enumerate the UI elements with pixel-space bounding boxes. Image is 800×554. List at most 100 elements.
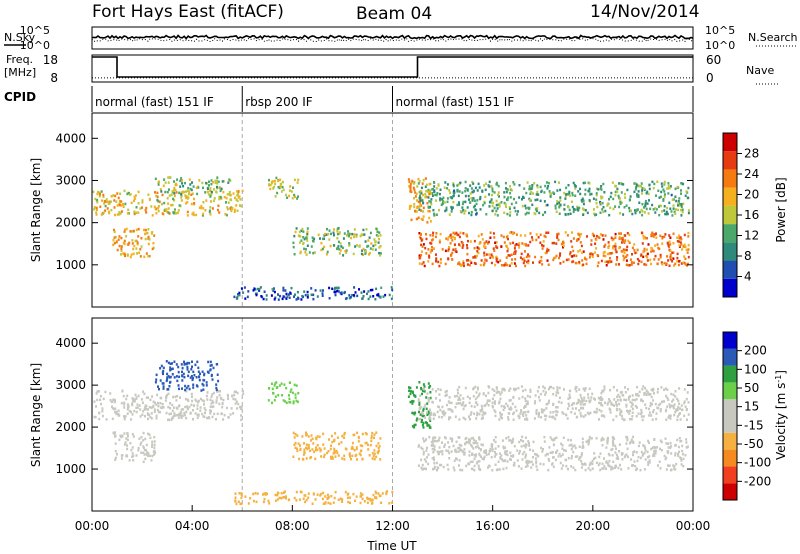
data-cell — [235, 297, 238, 300]
data-cell — [651, 410, 654, 414]
data-cell — [420, 411, 423, 414]
data-cell — [577, 399, 580, 402]
data-cell — [560, 467, 563, 470]
data-cell — [294, 446, 297, 450]
data-cell — [608, 252, 611, 255]
data-cell — [123, 415, 126, 419]
data-cell — [117, 196, 120, 200]
data-cell — [279, 178, 282, 181]
data-cell — [373, 433, 376, 436]
data-cell — [620, 468, 623, 471]
data-cell — [542, 448, 544, 451]
data-cell — [620, 191, 623, 194]
data-cell — [524, 397, 527, 400]
data-cell — [417, 182, 420, 185]
data-cell — [580, 414, 583, 418]
data-cell — [391, 490, 394, 494]
data-cell — [330, 232, 332, 236]
data-cell — [453, 189, 456, 192]
data-cell — [646, 450, 649, 454]
data-cell — [459, 402, 461, 405]
data-cell — [427, 453, 430, 456]
data-cell — [682, 202, 685, 206]
data-cell — [256, 492, 259, 495]
data-cell — [457, 194, 460, 198]
data-cell — [474, 186, 477, 190]
data-cell — [552, 439, 555, 442]
data-cell — [659, 409, 662, 413]
data-cell — [510, 441, 513, 444]
data-cell — [340, 245, 343, 248]
data-cell — [204, 209, 207, 212]
data-cell — [304, 251, 307, 254]
data-cell — [122, 205, 125, 208]
data-cell — [308, 251, 311, 254]
data-cell — [628, 241, 631, 244]
data-cell — [300, 490, 303, 494]
data-cell — [162, 385, 165, 388]
data-cell — [481, 238, 484, 241]
colorbar-tick-label: 24 — [744, 167, 759, 181]
data-cell — [536, 468, 539, 472]
data-cell — [461, 246, 464, 249]
data-cell — [209, 360, 212, 364]
data-cell — [622, 258, 625, 262]
data-cell — [651, 180, 654, 184]
data-cell — [587, 443, 590, 446]
data-cell — [636, 459, 639, 463]
data-cell — [535, 453, 538, 456]
data-cell — [368, 454, 371, 457]
data-cell — [476, 246, 479, 249]
data-cell — [557, 391, 560, 395]
data-cell — [235, 390, 237, 394]
data-cell — [193, 374, 196, 377]
data-cell — [471, 467, 474, 471]
data-cell — [450, 450, 453, 453]
data-cell — [426, 221, 429, 224]
data-cell — [183, 363, 186, 366]
data-cell — [211, 393, 214, 396]
data-cell — [558, 212, 561, 215]
data-cell — [209, 189, 212, 192]
data-cell — [419, 203, 422, 207]
data-cell — [571, 260, 573, 264]
data-cell — [321, 292, 324, 295]
data-cell — [644, 201, 647, 205]
data-cell — [581, 251, 584, 254]
x-tick-label: 00:00 — [75, 519, 110, 533]
data-cell — [267, 499, 270, 503]
data-cell — [592, 457, 595, 461]
data-cell — [582, 403, 585, 406]
data-cell — [260, 295, 263, 298]
colorbar-cell — [723, 260, 737, 279]
data-cell — [599, 211, 602, 214]
data-cell — [560, 442, 563, 446]
data-cell — [355, 233, 358, 237]
data-cell — [586, 235, 588, 238]
data-cell — [676, 415, 679, 418]
colorbar-cell — [723, 133, 737, 152]
data-cell — [354, 291, 357, 294]
data-cell — [510, 253, 513, 256]
data-cell — [433, 447, 436, 451]
data-cell — [488, 240, 490, 244]
data-cell — [585, 440, 588, 443]
data-cell — [628, 206, 631, 210]
data-cell — [677, 399, 680, 403]
data-cell — [155, 373, 158, 377]
data-cell — [306, 244, 309, 247]
data-cell — [446, 403, 448, 407]
data-cell — [475, 462, 478, 465]
data-cell — [511, 402, 514, 406]
data-cell — [375, 227, 378, 230]
data-cell — [601, 467, 604, 470]
data-cell — [239, 198, 242, 201]
data-cell — [649, 393, 652, 396]
data-cell — [167, 405, 170, 409]
data-cell — [213, 412, 216, 416]
data-cell — [359, 501, 362, 505]
data-cell — [642, 385, 645, 388]
data-cell — [676, 185, 679, 189]
data-cell — [513, 183, 516, 186]
data-cell — [238, 293, 241, 297]
